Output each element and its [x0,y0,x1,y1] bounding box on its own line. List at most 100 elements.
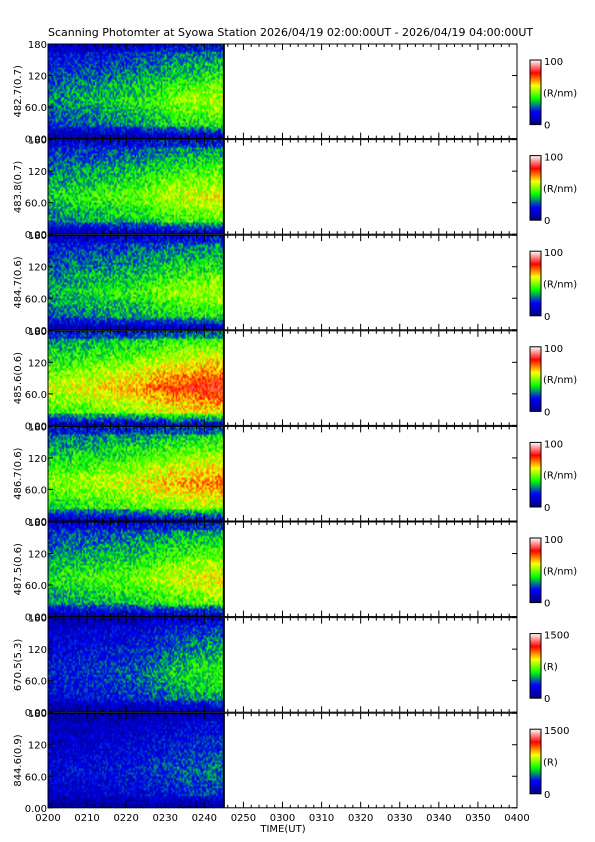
colorbar [529,728,542,795]
colorbar-unit-label: (R) [543,758,558,769]
channel-label: 483.8(0.7) [13,161,24,213]
colorbar [529,633,542,699]
panel-8: 0.00 60.0 120 180 844.6(0.9) 1500 0 (R) [13,709,569,815]
colorbar-max-label: 1500 [544,726,569,737]
colorbar-min-label: 0 [544,121,550,132]
y-tick-label: 60.0 [25,772,47,783]
y-tick-label: 0.00 [25,517,47,528]
colorbar-max-label: 100 [544,153,563,164]
y-tick-label: 60.0 [25,199,47,210]
panel-5: 0.00 60.0 120 180 486.7(0.6) 100 0 (R/nm) [13,422,577,528]
colorbar-max-label: 100 [544,439,563,450]
x-tick-label: 0200 [35,813,60,824]
y-tick-label: 0.00 [25,613,47,624]
y-tick-label: 120 [28,454,47,465]
colorbar-unit-label: (R/nm) [543,471,577,482]
colorbar-unit-label: (R/nm) [543,184,577,195]
y-tick-label: 180 [28,709,47,720]
colorbar-unit-label: (R/nm) [543,280,577,291]
y-tick-label: 0.00 [25,804,47,815]
colorbar-min-label: 0 [544,790,550,801]
colorbar-unit-label: (R/nm) [543,375,577,386]
colorbar-min-label: 0 [544,599,550,610]
x-tick-label: 0250 [231,813,256,824]
y-tick-label: 0.00 [25,230,47,241]
colorbar-min-label: 0 [544,503,550,514]
x-tick-label: 0220 [113,813,138,824]
channel-label: 485.6(0.6) [13,352,24,404]
panel-7: 0.00 60.0 120 180 670.5(5.3) 1500 0 (R) [13,614,569,720]
x-tick-label: 0300 [270,813,295,824]
y-tick-label: 0.00 [25,135,47,146]
panels: 0.00 60.0 120 180 482.7(0.7) 100 0 (R/nm) 0.00 60… [13,40,577,824]
panel-6: 0.00 60.0 120 180 487.5(0.6) 100 0 (R/nm) [13,518,577,624]
colorbar-max-label: 100 [544,57,563,68]
heatmap-image [48,330,224,426]
heatmap-image [48,713,224,808]
panel-1: 0.00 60.0 120 180 482.7(0.7) 100 0 (R/nm) [13,40,577,146]
y-tick-label: 120 [28,263,47,274]
y-tick-label: 180 [28,231,47,242]
x-tick-label: 0400 [504,813,529,824]
colorbar [529,537,542,604]
y-tick-label: 60.0 [25,485,47,496]
colorbar-max-label: 1500 [544,631,569,642]
y-tick-label: 60.0 [25,677,47,688]
x-tick-label: 0320 [348,813,373,824]
colorbar-min-label: 0 [544,312,550,323]
y-tick-label: 0.00 [25,421,47,432]
colorbar-max-label: 100 [544,344,563,355]
colorbar-unit-label: (R/nm) [543,88,577,99]
heatmap-image [48,617,224,713]
y-tick-label: 180 [28,614,47,625]
y-tick-label: 120 [28,550,47,561]
colorbar [529,441,542,508]
y-tick-label: 180 [28,40,47,51]
colorbar-unit-label: (R) [543,662,558,673]
x-tick-label: 0210 [74,813,99,824]
colorbar-max-label: 100 [544,248,563,259]
y-tick-label: 120 [28,741,47,752]
x-tick-label: 0240 [192,813,217,824]
heatmap-image [48,235,224,330]
y-tick-label: 120 [28,72,47,83]
heatmap-image [48,522,224,617]
colorbar [529,155,542,221]
colorbar-min-label: 0 [544,694,550,705]
y-tick-label: 120 [28,167,47,178]
heatmap-image [48,44,224,139]
colorbar-unit-label: (R/nm) [543,566,577,577]
y-tick-label: 180 [28,136,47,147]
channel-label: 484.7(0.6) [13,256,24,308]
x-tick-label: 0310 [309,813,334,824]
x-tick-label: 0230 [153,813,178,824]
x-axis-label: TIME(UT) [259,824,305,835]
figure-title: Scanning Photomter at Syowa Station 2026… [48,26,533,39]
channel-label: 486.7(0.6) [13,447,24,499]
panel-4: 0.00 60.0 120 180 485.6(0.6) 100 0 (R/nm) [13,327,577,433]
panel-2: 0.00 60.0 120 180 483.8(0.7) 100 0 (R/nm) [13,136,577,242]
colorbar [529,59,542,126]
y-tick-label: 60.0 [25,294,47,305]
y-tick-label: 120 [28,645,47,656]
y-tick-label: 0.00 [25,708,47,719]
colorbar [529,346,542,412]
x-tick-label: 0340 [426,813,451,824]
y-tick-label: 60.0 [25,103,47,114]
channel-label: 482.7(0.7) [13,65,24,117]
y-tick-label: 60.0 [25,390,47,401]
y-tick-label: 180 [28,327,47,338]
colorbar-min-label: 0 [544,216,550,227]
y-tick-label: 0.00 [25,326,47,337]
panel-3: 0.00 60.0 120 180 484.7(0.6) 100 0 (R/nm) [13,231,577,337]
channel-label: 670.5(5.3) [13,639,24,691]
heatmap-image [48,426,224,521]
colorbar [529,250,542,317]
y-tick-label: 60.0 [25,581,47,592]
x-tick-label: 0350 [465,813,490,824]
x-tick-label: 0330 [387,813,412,824]
heatmap-image [48,139,224,235]
colorbar-max-label: 100 [544,535,563,546]
y-tick-label: 120 [28,358,47,369]
